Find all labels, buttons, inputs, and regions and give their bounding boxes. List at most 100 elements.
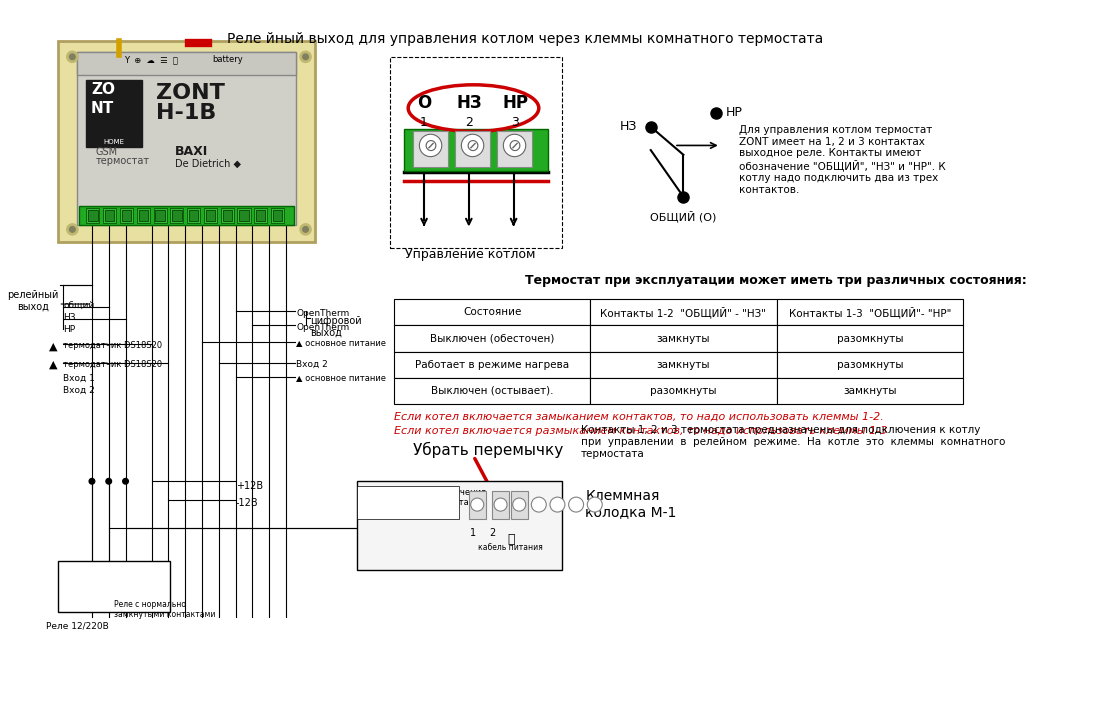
Bar [237,208,251,223]
Bar [154,208,167,223]
Text: Контакты 1-3  "ОБЩИЙ"- "НР": Контакты 1-3 "ОБЩИЙ"- "НР" [789,307,951,318]
Bar [189,210,198,221]
Text: контакты для подключения
комнатного термостата: контакты для подключения комнатного терм… [362,488,486,507]
Circle shape [504,134,526,157]
Bar [187,208,201,223]
Bar [511,490,528,518]
Text: NT: NT [91,101,115,116]
Circle shape [512,498,526,511]
Bar [455,132,490,167]
Bar [590,300,776,325]
Text: О: О [417,94,431,112]
Text: ZONT: ZONT [156,83,225,103]
Bar [590,378,776,404]
Text: Реле 12/220В: Реле 12/220В [46,621,108,630]
Bar [590,325,776,351]
Text: Реле с нормально
замкнутыми контактами: Реле с нормально замкнутыми контактами [115,600,216,619]
Text: релейный
выход: релейный выход [7,290,58,312]
Bar [88,210,98,221]
Bar [356,481,563,570]
Circle shape [550,497,565,512]
Text: ⊘: ⊘ [508,136,521,154]
Bar [254,208,267,223]
Bar [776,325,964,351]
Text: 2: 2 [465,116,472,129]
Text: цифровой
выход: цифровой выход [310,316,362,338]
Text: ⊘: ⊘ [466,136,479,154]
Text: Вход 2: Вход 2 [296,360,328,369]
Bar [77,52,296,225]
Circle shape [568,497,584,512]
Circle shape [106,479,111,484]
Bar [221,208,234,223]
Text: кабель питания: кабель питания [478,543,544,552]
Bar [138,210,148,221]
Bar [256,210,265,221]
Text: De Dietrich ◆: De Dietrich ◆ [175,159,241,169]
Text: ZO: ZO [91,82,115,97]
Text: ОБЩИЙ (О): ОБЩИЙ (О) [651,211,716,222]
Bar [104,208,116,223]
Text: ▲ основное питание: ▲ основное питание [296,339,387,348]
Text: Работает в режиме нагрева: Работает в режиме нагрева [416,360,569,369]
Bar [394,325,590,351]
Text: Контакты 1-2  "ОБЩИЙ" - "НЗ": Контакты 1-2 "ОБЩИЙ" - "НЗ" [600,307,766,318]
Bar [356,486,459,518]
Text: 1: 1 [470,528,477,538]
Text: -12В: -12В [235,498,258,508]
Circle shape [89,479,95,484]
Circle shape [494,498,507,511]
Text: Реле йный выход для управления котлом через клеммы комнатного термостата: Реле йный выход для управления котлом че… [226,32,823,45]
Bar [273,210,282,221]
Text: термодатчик DS18S20: термодатчик DS18S20 [63,360,163,369]
Text: OpenTherm: OpenTherm [296,309,350,318]
Bar [497,132,532,167]
Circle shape [419,134,442,157]
Text: Термостат при эксплуатации может иметь три различных состояния:: Термостат при эксплуатации может иметь т… [525,274,1027,287]
Circle shape [531,497,546,512]
Text: Состояние: Состояние [463,307,521,318]
Bar [87,80,143,136]
Bar [492,490,509,518]
Bar [206,210,215,221]
Bar [105,210,115,221]
Circle shape [67,224,78,235]
Text: Контакты 1, 2 и 3 термостата предназначены для подключения к котлу
при  управлен: Контакты 1, 2 и 3 термостата предназначе… [580,426,1005,459]
Bar [58,561,170,612]
Bar [87,208,99,223]
Text: ▲: ▲ [49,341,58,351]
Text: замкнуты: замкнуты [656,333,710,343]
Text: Выключен (остывает).: Выключен (остывает). [431,386,554,396]
Text: НЗ: НЗ [63,313,76,323]
Bar [469,490,486,518]
Text: разомкнуты: разомкнуты [837,360,903,369]
Bar [137,208,149,223]
Circle shape [300,224,311,235]
Text: BAXI: BAXI [175,145,208,158]
Text: ▲ основное питание: ▲ основное питание [296,374,387,383]
Text: Для управления котлом термостат
ZONT имеет на 1, 2 и 3 контактах
выходное реле. : Для управления котлом термостат ZONT име… [740,125,946,195]
Text: НР: НР [63,325,75,335]
Bar [403,129,548,171]
Text: НЗ: НЗ [456,94,481,112]
Bar [204,208,217,223]
Bar [390,57,563,248]
Text: замкнуты: замкнуты [656,360,710,369]
Text: замкнуты: замкнуты [843,386,897,396]
Text: Вход 2: Вход 2 [63,386,95,395]
Text: OpenTherm: OpenTherm [296,323,350,332]
Text: Выключен (обесточен): Выключен (обесточен) [430,333,555,343]
Text: ⏚: ⏚ [507,533,515,546]
Bar [776,300,964,325]
Bar [173,210,182,221]
Bar [776,378,964,404]
Text: ⊘: ⊘ [423,136,438,154]
Text: Y  ⊕  ☁  ☰  ⏻: Y ⊕ ☁ ☰ ⏻ [124,55,177,64]
Bar [121,210,131,221]
Circle shape [303,54,309,60]
Text: термодатчик DS18S20: термодатчик DS18S20 [63,341,163,351]
Bar [170,208,184,223]
Bar [120,208,133,223]
Bar [590,351,776,378]
Bar [77,52,296,76]
